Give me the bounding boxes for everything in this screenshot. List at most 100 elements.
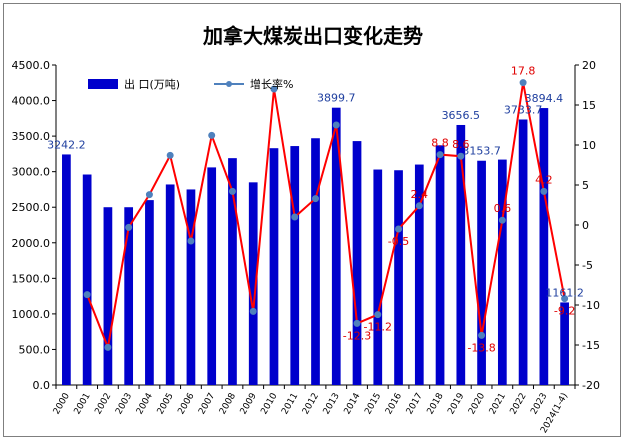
rate-value-label: -11.2 <box>364 321 392 334</box>
rate-value-label: 4.2 <box>535 173 553 186</box>
x-tick-label: 2019 <box>446 391 466 416</box>
rate-point-2012 <box>312 195 319 203</box>
x-tick-label: 2023 <box>529 392 549 417</box>
rate-point-2023 <box>540 187 548 195</box>
bar-export-2012 <box>311 138 320 385</box>
x-tick-label: 2000 <box>52 391 72 416</box>
bars-layer <box>62 107 569 386</box>
rate-point-2011 <box>291 213 299 221</box>
y-right-tick-label: -15 <box>582 339 600 352</box>
rate-point-2009 <box>249 307 257 315</box>
rate-point-2022 <box>519 79 527 87</box>
bar-export-2003 <box>124 207 134 385</box>
bar-export-2016 <box>394 170 403 385</box>
x-tick-label: 2012 <box>301 392 321 417</box>
x-tick-label: 2017 <box>405 392 425 417</box>
rate-value-label: 8.8 <box>431 137 449 150</box>
bar-value-label: 3733.7 <box>504 103 543 116</box>
x-tick-label: 2011 <box>280 392 300 417</box>
rate-point-2008 <box>228 187 236 195</box>
rate-value-label: -0.5 <box>388 235 409 248</box>
x-tick-label: 2005 <box>156 392 176 417</box>
bar-value-label: 3894.4 <box>525 92 564 105</box>
bar-export-2007 <box>207 167 217 385</box>
bar-export-2018 <box>435 145 445 385</box>
rate-point-2002 <box>104 343 112 351</box>
bar-export-2006 <box>186 189 196 385</box>
bar-export-2015 <box>373 169 383 385</box>
bar-export-2020 <box>477 160 486 385</box>
x-tick-label: 2020 <box>467 391 487 416</box>
bar-export-2005 <box>165 184 175 385</box>
rate-point-2013 <box>332 121 340 129</box>
bar-export-2002 <box>103 207 113 385</box>
x-tick-label: 2004 <box>135 391 155 416</box>
y-left-tick-label: 2500.0 <box>12 201 51 214</box>
rate-point-2007 <box>208 131 216 139</box>
bar-export-2013 <box>331 107 341 386</box>
rate-value-label: 8.6 <box>452 138 470 151</box>
rate-value-label: -9.2 <box>554 305 575 318</box>
rate-point-2020 <box>478 331 486 339</box>
rate-point-2005 <box>166 151 174 159</box>
rate-point-2010 <box>270 85 278 93</box>
rate-line-layer <box>83 79 569 352</box>
y-left-tick-label: 3500.0 <box>12 130 51 143</box>
y-right-tick-label: 20 <box>582 59 596 72</box>
y-left-tick-label: 0.0 <box>33 379 51 392</box>
y-right-tick-label: -5 <box>582 259 593 272</box>
bar-export-2021 <box>497 159 507 385</box>
bar-export-2019 <box>456 124 466 385</box>
y-left-tick-label: 500.0 <box>19 343 51 356</box>
bar-export-2008 <box>228 158 237 385</box>
rate-value-label: -13.8 <box>467 341 495 354</box>
legend: 出 口(万吨) 增长率% <box>88 77 293 91</box>
legend-marker-rate <box>226 81 232 87</box>
bar-value-label: 3153.7 <box>462 145 501 158</box>
y-left-tick-label: 1500.0 <box>12 272 51 285</box>
bar-export-2010 <box>269 148 279 385</box>
chart-title: 加拿大煤炭出口变化走势 <box>203 24 423 48</box>
rate-point-2017 <box>415 202 423 210</box>
y-left-tick-label: 3000.0 <box>12 166 51 179</box>
x-tick-label: 2021 <box>488 391 508 416</box>
bar-export-2011 <box>290 146 300 385</box>
bar-export-2024(1-4) <box>560 302 569 385</box>
y-right-tick-label: -20 <box>582 379 600 392</box>
y-right-tick-label: 10 <box>582 139 596 152</box>
bar-value-label: 3242.2 <box>47 138 86 151</box>
y-left-tick-label: 4000.0 <box>12 95 51 108</box>
rate-point-2004 <box>145 191 153 199</box>
bar-export-2009 <box>248 182 258 385</box>
rate-point-2006 <box>187 237 195 245</box>
bar-export-2017 <box>414 164 424 385</box>
x-tick-label: 2018 <box>426 391 446 416</box>
x-tick-label: 2008 <box>218 391 238 416</box>
bar-export-2023 <box>539 108 549 386</box>
x-tick-label: 2014 <box>343 391 363 416</box>
y-left-tick-label: 2000.0 <box>12 237 51 250</box>
bar-value-label: 3899.7 <box>317 92 356 105</box>
rate-point-2003 <box>125 223 133 231</box>
x-tick-label: 2002 <box>93 392 113 417</box>
x-tick-label: 2006 <box>176 391 196 416</box>
rate-point-2014 <box>353 319 361 327</box>
rate-point-2021 <box>498 216 506 224</box>
rate-point-2019 <box>457 152 465 160</box>
bar-export-2004 <box>145 200 154 385</box>
legend-label-export: 出 口(万吨) <box>124 77 180 91</box>
y-right-tick-label: -10 <box>582 299 600 312</box>
rate-point-2001 <box>83 291 91 299</box>
x-tick-label: 2009 <box>239 391 259 416</box>
bar-export-2022 <box>518 119 528 386</box>
y-left-tick-label: 1000.0 <box>12 308 51 321</box>
x-tick-label: 2015 <box>363 392 383 417</box>
y-right-tick-label: 5 <box>582 179 589 192</box>
x-tick-label: 2022 <box>509 392 529 417</box>
rate-value-label: 2.4 <box>411 188 429 201</box>
bar-export-2001 <box>82 174 92 385</box>
x-tick-label: 2007 <box>197 392 217 417</box>
bar-export-2000 <box>62 154 71 385</box>
rate-line <box>86 82 566 352</box>
